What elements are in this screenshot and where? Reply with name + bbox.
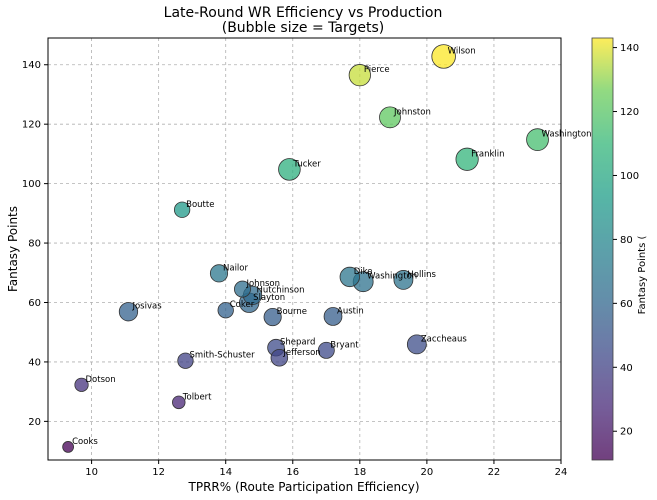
colorbar-ticks: 20 40 60 80 100 120 140	[613, 43, 639, 438]
point-dotson	[74, 377, 89, 392]
grid-lines	[48, 38, 562, 460]
point-label: Wilson	[448, 46, 476, 56]
colorbar	[591, 37, 614, 461]
x-tick-label: 10	[85, 467, 98, 478]
point-pierce	[348, 64, 371, 87]
point-franklin	[455, 147, 479, 171]
point-wilson	[431, 44, 456, 69]
point-label: Franklin	[471, 149, 504, 159]
point-label: Shepard	[280, 338, 315, 348]
colorbar-tick-label: 60	[620, 299, 633, 310]
point-label: Boutte	[186, 200, 214, 210]
point-label: Nailor	[223, 263, 248, 273]
point-coker	[217, 302, 234, 319]
colorbar-label: Fantasy Points (	[637, 236, 648, 315]
point-hollins	[393, 270, 414, 290]
y-tick-label: 40	[28, 357, 41, 368]
point-label: Austin	[337, 306, 364, 316]
colorbar-tick-label: 100	[620, 171, 639, 182]
point-tolbert	[172, 395, 186, 410]
point-label: Cooks	[72, 437, 98, 447]
x-axis-ticks: 10 12 14 16 18 20 22 24	[85, 460, 567, 478]
point-bryant	[317, 341, 335, 359]
point-smith-schuster	[177, 352, 194, 369]
x-axis-label: TPRR% (Route Participation Efficiency)	[188, 480, 420, 494]
point-zaccheaus	[406, 334, 427, 355]
point-johnston	[379, 106, 401, 129]
point-label: Pierce	[364, 65, 390, 75]
scatter-points	[62, 44, 549, 453]
y-tick-label: 120	[22, 120, 41, 131]
x-tick-label: 14	[219, 467, 232, 478]
point-tucker	[278, 158, 301, 181]
y-axis-ticks: 20 40 60 80 100 120 140	[22, 60, 48, 428]
point-josivas	[118, 302, 139, 322]
colorbar-tick-label: 120	[620, 107, 639, 118]
y-tick-label: 60	[28, 298, 41, 309]
chart-subtitle: (Bubble size = Targets)	[222, 20, 385, 36]
point-label: Dotson	[86, 375, 116, 385]
point-boutte	[173, 201, 191, 218]
point-dike	[339, 266, 360, 288]
point-label: Josivas	[131, 302, 162, 312]
colorbar-tick-label: 80	[620, 235, 633, 246]
point-bourne	[263, 307, 282, 327]
point-cooks	[62, 441, 74, 453]
point-label: Hutchinson	[257, 285, 305, 295]
x-tick-label: 22	[488, 467, 501, 478]
point-johnson	[234, 280, 251, 298]
point-label: Washington	[367, 272, 417, 282]
y-tick-label: 80	[28, 239, 41, 250]
point-label: Tucker	[292, 159, 321, 169]
point-label: Bourne	[277, 307, 307, 317]
x-tick-label: 12	[152, 467, 165, 478]
point-jefferson	[270, 349, 289, 367]
x-tick-label: 24	[555, 467, 568, 478]
point-label: Johnson	[245, 279, 280, 289]
y-tick-label: 20	[28, 417, 41, 428]
x-tick-label: 16	[286, 467, 299, 478]
point-label: Hollins	[407, 270, 436, 280]
x-tick-label: 20	[421, 467, 434, 478]
point-nailor	[209, 264, 229, 283]
point-label: Jefferson	[282, 348, 320, 358]
point-washington	[526, 128, 549, 151]
y-tick-label: 100	[22, 179, 41, 190]
point-label: Johnston	[393, 107, 431, 117]
point-label: Dike	[354, 267, 373, 277]
point-label: Slayton	[253, 293, 285, 303]
plot-frame	[47, 37, 562, 461]
point-label: Washington	[542, 130, 592, 140]
point-labels: Wilson Pierce Johnston Washington Franklin Tu…	[72, 46, 591, 446]
point-label: Smith-Schuster	[189, 351, 255, 361]
y-tick-label: 140	[22, 60, 41, 71]
point-label: Tolbert	[182, 392, 212, 402]
colorbar-tick-label: 40	[620, 363, 633, 374]
point-label: Zaccheaus	[421, 334, 468, 344]
colorbar-tick-label: 20	[620, 427, 633, 438]
point-label: Coker	[230, 300, 255, 310]
x-tick-label: 18	[353, 467, 366, 478]
colorbar-tick-label: 140	[620, 43, 639, 54]
y-axis-label: Fantasy Points	[6, 206, 20, 292]
point-austin	[323, 307, 343, 326]
point-label: Bryant	[330, 340, 359, 350]
chart-title: Late-Round WR Efficiency vs Production	[164, 5, 443, 21]
